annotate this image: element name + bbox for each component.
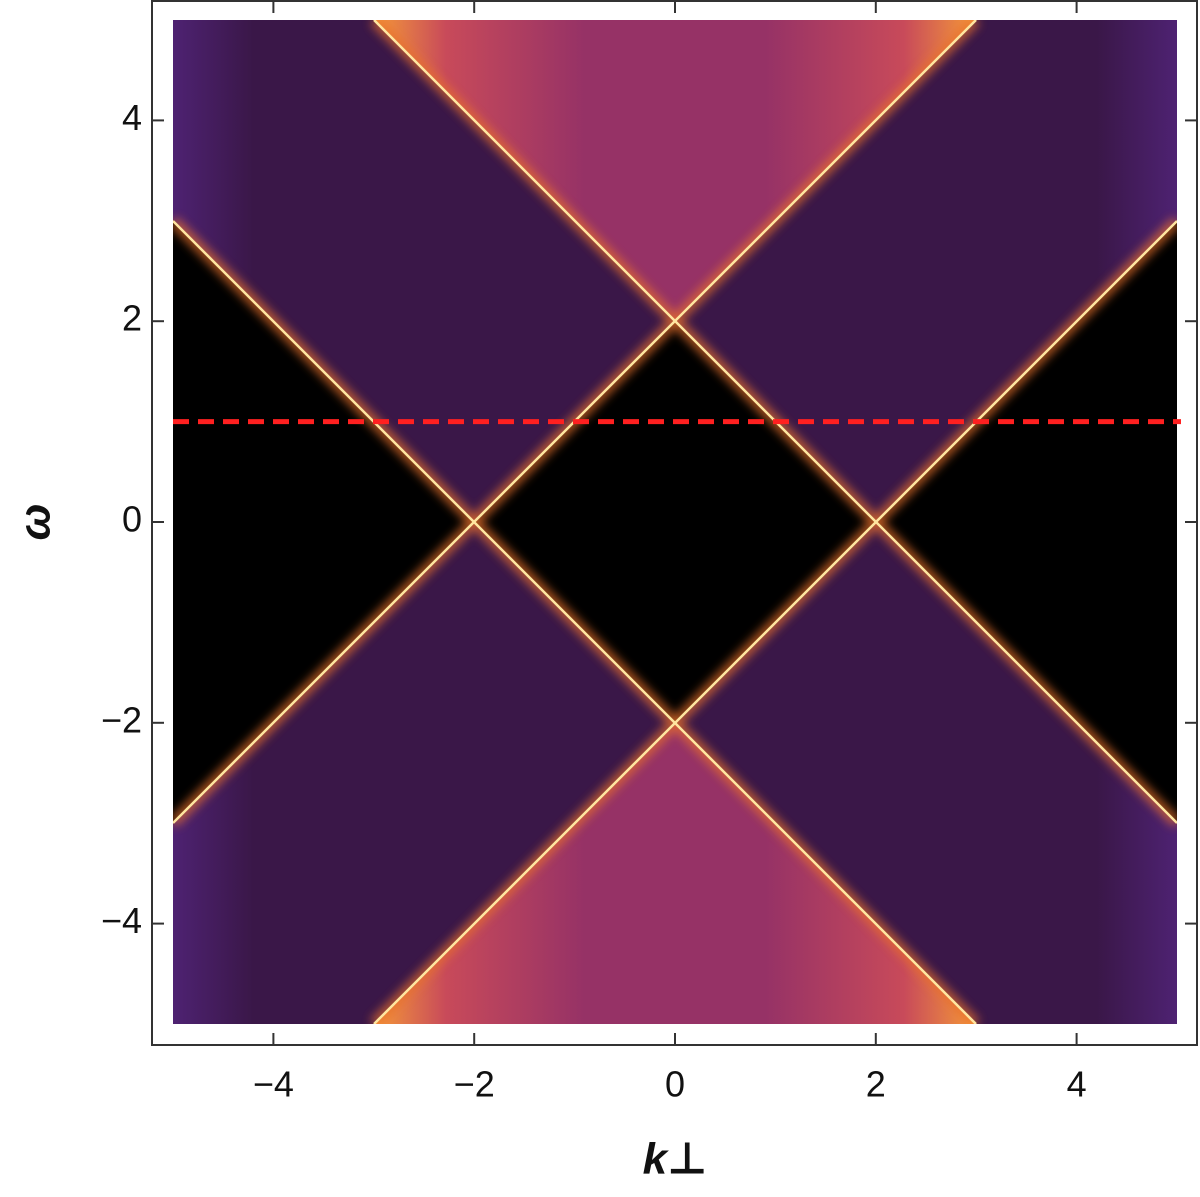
density-image — [173, 20, 1177, 1024]
x-tick-label: 4 — [1067, 1064, 1087, 1105]
y-tick-label: 4 — [122, 97, 142, 138]
y-tick-label: 2 — [122, 298, 142, 339]
x-tick-label: −4 — [253, 1064, 294, 1105]
y-tick-label: −4 — [101, 900, 142, 941]
x-tick-label: 0 — [665, 1064, 685, 1105]
x-tick-label: 2 — [866, 1064, 886, 1105]
y-axis-label: ω — [11, 504, 60, 541]
x-axis-label: k⊥ — [643, 1135, 708, 1184]
y-tick-label: 0 — [122, 499, 142, 540]
y-tick-label: −2 — [101, 699, 142, 740]
x-tick-label: −2 — [454, 1064, 495, 1105]
